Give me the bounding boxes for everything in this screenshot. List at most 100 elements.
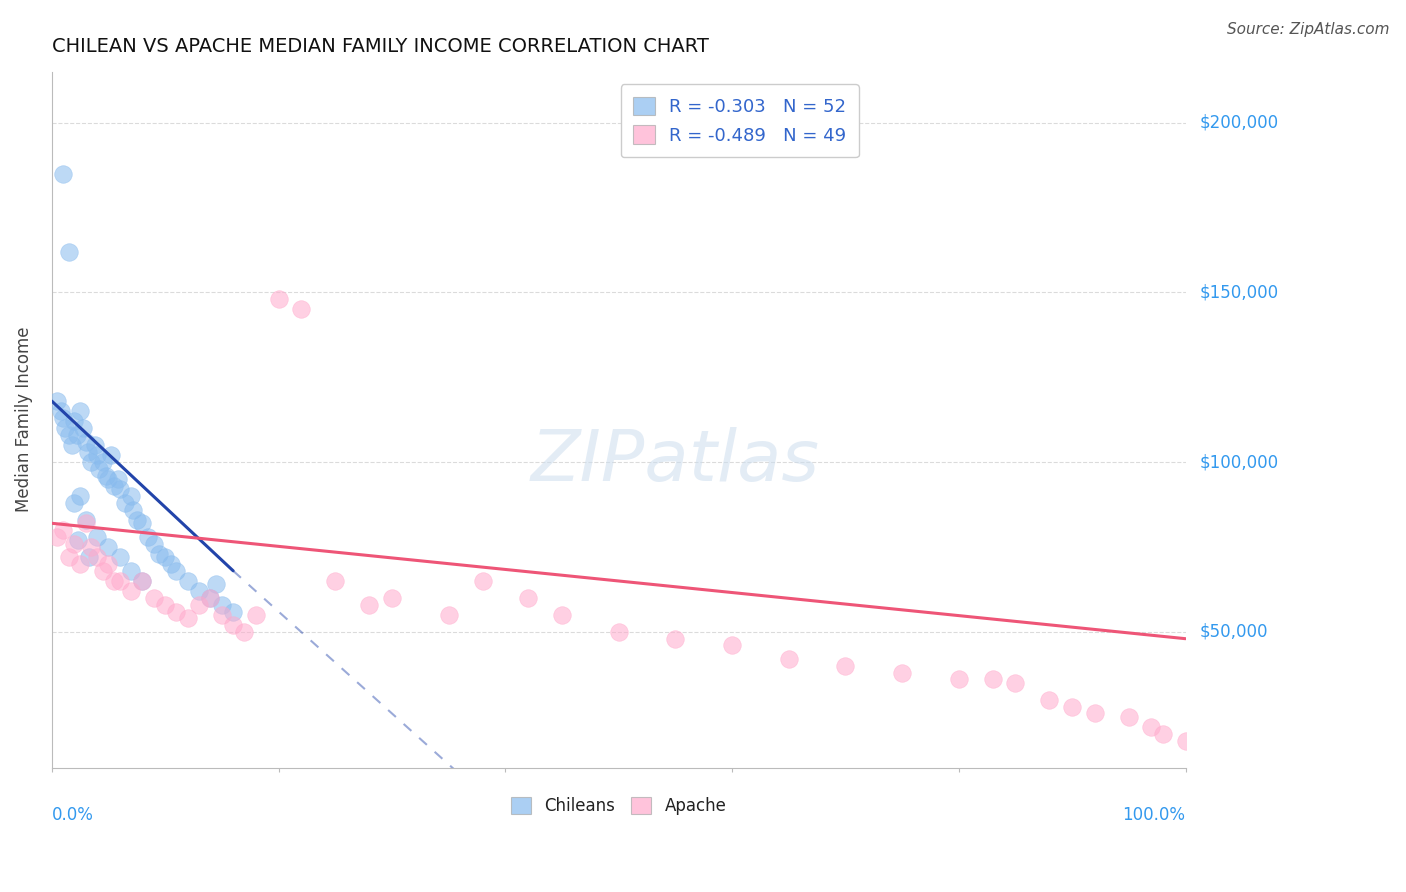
Point	[75, 516, 97, 531]
Point	[1152, 727, 1174, 741]
Point	[1174, 733, 1197, 747]
Point	[91, 564, 114, 578]
Point	[131, 574, 153, 588]
Point	[108, 483, 131, 497]
Point	[607, 624, 630, 639]
Point	[159, 557, 181, 571]
Point	[103, 479, 125, 493]
Point	[290, 302, 312, 317]
Point	[77, 550, 100, 565]
Point	[948, 673, 970, 687]
Point	[267, 292, 290, 306]
Point	[381, 591, 404, 605]
Point	[75, 434, 97, 449]
Point	[437, 607, 460, 622]
Point	[97, 540, 120, 554]
Point	[63, 536, 86, 550]
Point	[136, 530, 159, 544]
Point	[86, 530, 108, 544]
Point	[122, 502, 145, 516]
Point	[46, 530, 69, 544]
Point	[83, 438, 105, 452]
Point	[69, 489, 91, 503]
Point	[58, 428, 80, 442]
Point	[86, 449, 108, 463]
Point	[125, 513, 148, 527]
Point	[142, 591, 165, 605]
Point	[177, 611, 200, 625]
Point	[108, 574, 131, 588]
Point	[177, 574, 200, 588]
Point	[66, 428, 89, 442]
Point	[222, 618, 245, 632]
Point	[91, 455, 114, 469]
Point	[153, 550, 176, 565]
Point	[53, 421, 76, 435]
Point	[205, 577, 228, 591]
Point	[142, 536, 165, 550]
Point	[131, 574, 153, 588]
Point	[89, 462, 111, 476]
Point	[551, 607, 574, 622]
Point	[166, 605, 188, 619]
Point	[131, 516, 153, 531]
Point	[1062, 699, 1084, 714]
Point	[211, 598, 233, 612]
Point	[778, 652, 800, 666]
Point	[66, 533, 89, 548]
Point	[166, 564, 188, 578]
Text: $150,000: $150,000	[1199, 284, 1278, 301]
Point	[200, 591, 222, 605]
Point	[120, 564, 142, 578]
Point	[77, 445, 100, 459]
Text: Source: ZipAtlas.com: Source: ZipAtlas.com	[1226, 22, 1389, 37]
Point	[664, 632, 686, 646]
Text: $50,000: $50,000	[1199, 623, 1268, 641]
Point	[200, 591, 222, 605]
Point	[1140, 720, 1163, 734]
Point	[60, 438, 83, 452]
Point	[97, 472, 120, 486]
Point	[148, 547, 170, 561]
Point	[245, 607, 267, 622]
Point	[52, 523, 75, 537]
Point	[1084, 706, 1107, 721]
Point	[222, 605, 245, 619]
Point	[108, 550, 131, 565]
Point	[1004, 676, 1026, 690]
Point	[96, 468, 118, 483]
Point	[211, 607, 233, 622]
Point	[100, 449, 122, 463]
Point	[120, 489, 142, 503]
Point	[63, 414, 86, 428]
Point	[981, 673, 1004, 687]
Point	[721, 639, 744, 653]
Y-axis label: Median Family Income: Median Family Income	[15, 327, 32, 513]
Text: $200,000: $200,000	[1199, 113, 1278, 132]
Point	[516, 591, 538, 605]
Point	[52, 411, 75, 425]
Point	[891, 665, 914, 680]
Point	[188, 584, 211, 599]
Point	[188, 598, 211, 612]
Legend: Chileans, Apache: Chileans, Apache	[503, 790, 734, 822]
Text: ZIPatlas: ZIPatlas	[531, 427, 820, 496]
Point	[58, 550, 80, 565]
Point	[114, 496, 136, 510]
Point	[1038, 693, 1060, 707]
Point	[107, 472, 129, 486]
Point	[80, 455, 103, 469]
Point	[834, 658, 856, 673]
Text: 100.0%: 100.0%	[1122, 806, 1185, 824]
Point	[120, 584, 142, 599]
Text: $100,000: $100,000	[1199, 453, 1278, 471]
Point	[80, 540, 103, 554]
Point	[359, 598, 381, 612]
Point	[63, 496, 86, 510]
Point	[75, 513, 97, 527]
Point	[97, 557, 120, 571]
Point	[52, 167, 75, 181]
Point	[46, 394, 69, 409]
Point	[72, 421, 94, 435]
Point	[233, 624, 256, 639]
